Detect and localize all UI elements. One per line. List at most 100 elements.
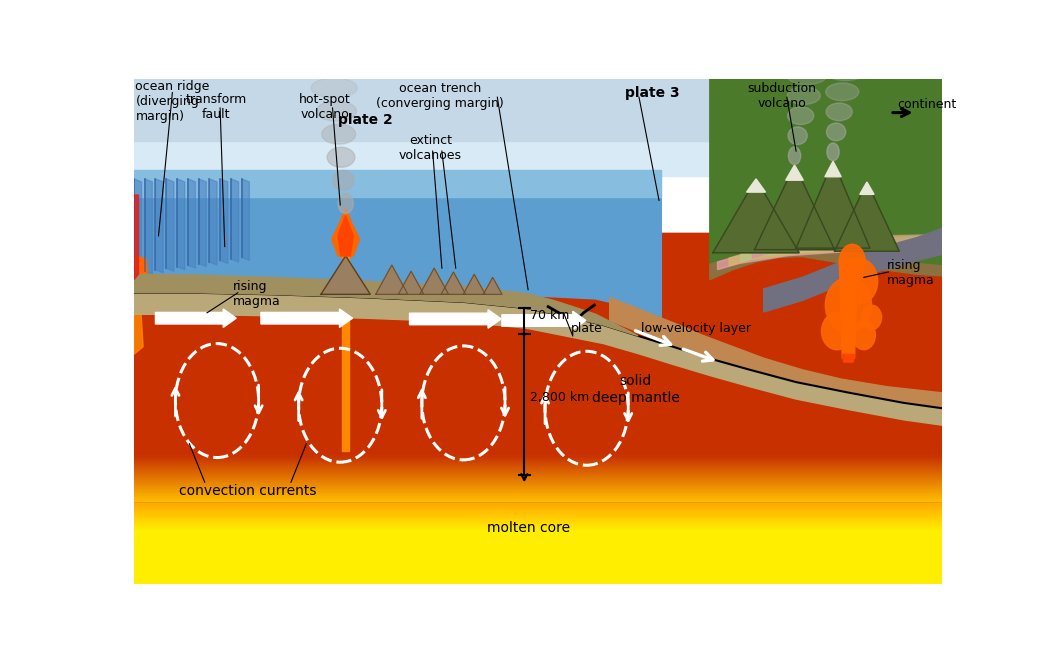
Polygon shape — [134, 496, 943, 497]
Polygon shape — [134, 517, 943, 518]
Polygon shape — [134, 478, 943, 479]
Polygon shape — [134, 466, 943, 468]
Text: subduction
volcano: subduction volcano — [748, 82, 817, 110]
Polygon shape — [796, 161, 870, 248]
Polygon shape — [166, 179, 174, 271]
Polygon shape — [134, 475, 943, 476]
Polygon shape — [134, 527, 943, 528]
Polygon shape — [134, 516, 943, 518]
Polygon shape — [134, 293, 943, 425]
Text: low-velocity layer: low-velocity layer — [640, 321, 751, 335]
Ellipse shape — [788, 87, 820, 104]
Polygon shape — [740, 237, 929, 262]
Polygon shape — [134, 474, 943, 475]
Polygon shape — [134, 525, 943, 527]
Polygon shape — [729, 239, 918, 266]
Polygon shape — [763, 228, 943, 312]
Polygon shape — [134, 507, 943, 508]
Text: extinct
volcanoes: extinct volcanoes — [399, 134, 462, 162]
Polygon shape — [763, 234, 943, 255]
Polygon shape — [134, 79, 943, 176]
Polygon shape — [134, 516, 943, 517]
Polygon shape — [134, 497, 943, 499]
Ellipse shape — [861, 305, 882, 330]
Text: ocean trench
(converging margin): ocean trench (converging margin) — [377, 82, 504, 110]
Polygon shape — [134, 461, 943, 462]
Polygon shape — [134, 485, 943, 486]
Ellipse shape — [789, 147, 801, 165]
Ellipse shape — [321, 124, 356, 144]
Polygon shape — [134, 457, 943, 458]
Polygon shape — [134, 502, 943, 504]
Polygon shape — [134, 497, 943, 498]
Polygon shape — [134, 472, 943, 473]
Ellipse shape — [311, 78, 357, 98]
Polygon shape — [134, 524, 943, 525]
Text: hot-spot
volcano: hot-spot volcano — [299, 92, 351, 121]
Ellipse shape — [839, 244, 865, 279]
Polygon shape — [188, 179, 195, 268]
Polygon shape — [134, 234, 943, 453]
Text: rising
magma: rising magma — [887, 259, 934, 287]
Polygon shape — [134, 521, 943, 522]
Polygon shape — [134, 468, 943, 469]
Polygon shape — [134, 500, 943, 501]
FancyArrow shape — [260, 309, 353, 327]
Ellipse shape — [328, 147, 355, 167]
Polygon shape — [134, 480, 943, 481]
Ellipse shape — [821, 313, 853, 350]
Polygon shape — [242, 179, 250, 260]
Polygon shape — [134, 502, 943, 503]
Polygon shape — [134, 505, 943, 506]
Polygon shape — [134, 529, 943, 531]
Ellipse shape — [853, 321, 876, 350]
Ellipse shape — [826, 103, 853, 121]
Ellipse shape — [788, 127, 807, 144]
Text: 70 km: 70 km — [529, 310, 569, 322]
Polygon shape — [134, 515, 943, 516]
Text: plate: plate — [571, 321, 603, 335]
Polygon shape — [134, 477, 943, 478]
Polygon shape — [209, 179, 217, 265]
Polygon shape — [398, 271, 424, 295]
Text: plate 3: plate 3 — [625, 87, 679, 100]
Text: plate 2: plate 2 — [338, 113, 393, 127]
Polygon shape — [134, 529, 943, 530]
Polygon shape — [134, 508, 943, 509]
Polygon shape — [134, 488, 943, 489]
Polygon shape — [134, 525, 943, 526]
FancyArrow shape — [502, 311, 586, 330]
Polygon shape — [134, 456, 943, 457]
Polygon shape — [134, 476, 943, 477]
Text: rising
magma: rising magma — [232, 279, 280, 308]
Polygon shape — [134, 520, 943, 522]
Polygon shape — [134, 484, 943, 485]
Polygon shape — [134, 170, 662, 197]
Ellipse shape — [825, 277, 872, 333]
Polygon shape — [710, 245, 943, 279]
Polygon shape — [134, 464, 943, 465]
Polygon shape — [463, 274, 485, 295]
Polygon shape — [231, 179, 238, 262]
Polygon shape — [134, 512, 943, 514]
Ellipse shape — [786, 67, 827, 85]
Polygon shape — [775, 233, 943, 251]
Ellipse shape — [788, 107, 814, 125]
Polygon shape — [376, 265, 407, 295]
Ellipse shape — [842, 259, 878, 304]
Text: convection currents: convection currents — [180, 483, 317, 498]
Polygon shape — [134, 501, 943, 584]
Polygon shape — [134, 495, 943, 496]
Polygon shape — [134, 482, 943, 483]
Polygon shape — [134, 179, 142, 276]
Text: solid
deep mantle: solid deep mantle — [592, 375, 679, 405]
Polygon shape — [134, 471, 943, 472]
Polygon shape — [134, 462, 943, 463]
Polygon shape — [134, 466, 943, 467]
Ellipse shape — [825, 83, 859, 100]
Polygon shape — [134, 470, 943, 472]
Polygon shape — [134, 305, 143, 354]
Polygon shape — [839, 259, 858, 358]
Polygon shape — [134, 176, 662, 318]
Polygon shape — [220, 179, 228, 264]
